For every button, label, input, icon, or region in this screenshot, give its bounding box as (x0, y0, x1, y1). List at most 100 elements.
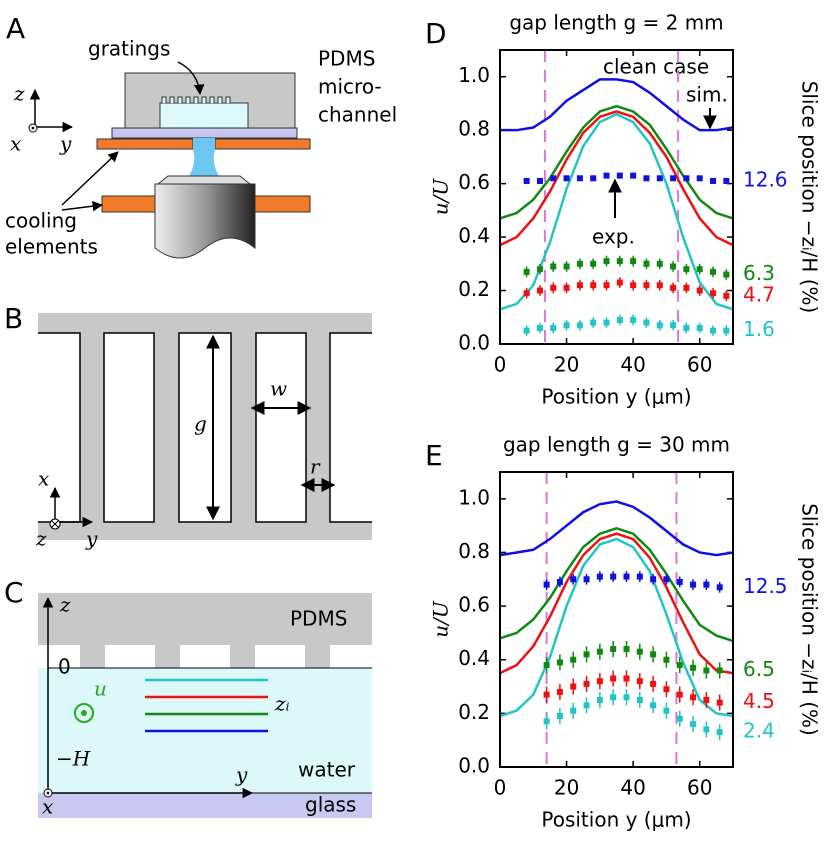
exp-point (623, 573, 630, 580)
exp-point (596, 678, 603, 685)
axis-out (31, 126, 35, 130)
exp-point (643, 260, 650, 267)
exp-point (603, 172, 610, 179)
x-tick-label: 40 (620, 776, 645, 800)
plot-frame (499, 471, 734, 768)
exp-point (576, 175, 583, 182)
exp-point (623, 694, 630, 701)
panel-label: C (4, 576, 24, 609)
exp-point (556, 578, 563, 585)
exp-point (536, 324, 543, 331)
y2-axis-label: Slice position −zᵢ/H (%) (798, 503, 822, 736)
exp-point (643, 175, 650, 182)
y-tick-label: 0.8 (458, 539, 490, 563)
exp-point (716, 584, 723, 591)
exp-point (670, 284, 677, 291)
exp-point (703, 726, 710, 733)
flow-symbol (74, 703, 94, 723)
exp-point (656, 282, 663, 289)
exp-point (710, 327, 717, 334)
sim-line (499, 110, 734, 247)
exp-point (603, 258, 610, 265)
axis-label: z (59, 593, 71, 617)
x-axis-label: Position y (μm) (541, 385, 691, 409)
exp-point (556, 713, 563, 720)
exp-point (610, 675, 617, 682)
exp-point (676, 715, 683, 722)
exp-point (650, 680, 657, 687)
exp-point (636, 648, 643, 655)
exp-point (716, 699, 723, 706)
slot (178, 332, 232, 523)
chart-title: gap length g = 2 mm (509, 11, 723, 35)
exp-point (683, 175, 690, 182)
slice-label: 4.5 (743, 689, 775, 713)
slice-label: 1.6 (743, 317, 775, 341)
exp-point (610, 646, 617, 652)
exp-point (716, 729, 723, 736)
exp-point (543, 691, 550, 698)
exp-point (550, 175, 557, 182)
exp-point (636, 573, 643, 580)
exp-point (670, 322, 677, 329)
slice-label: 12.5 (743, 574, 788, 598)
exp-point (616, 258, 623, 265)
exp-point (543, 718, 550, 725)
y-tick-label: 0.6 (458, 593, 490, 617)
exp-point (663, 686, 670, 693)
exp-point (550, 324, 557, 331)
slice-label: 4.7 (743, 282, 775, 306)
exp-point (690, 721, 697, 728)
exp-point (616, 316, 623, 323)
exp-point (576, 282, 583, 289)
panel-label: D (425, 17, 447, 50)
exp-point (523, 177, 530, 184)
level-label: 0 (58, 655, 71, 679)
exp-point (563, 175, 570, 182)
axis-in (51, 520, 59, 528)
exp-point (556, 688, 563, 695)
x-tick-label: 60 (687, 353, 712, 377)
dim-label: r (310, 455, 321, 479)
exp-point (616, 172, 623, 179)
exp-point (590, 175, 597, 182)
exp-point (563, 322, 570, 329)
label: elements (5, 235, 98, 259)
x-tick-label: 40 (620, 353, 645, 377)
exp-point (710, 290, 717, 297)
label: glass (305, 793, 356, 817)
exp-point (636, 696, 643, 703)
exp-point (716, 667, 723, 674)
exp-point (636, 678, 643, 685)
panel-label: E (425, 439, 443, 472)
exp-point (576, 260, 583, 267)
cooling-element (254, 195, 311, 213)
exp-point (523, 268, 530, 275)
exp-point (710, 177, 717, 184)
x-tick-label: 0 (494, 776, 507, 800)
exp-point (670, 175, 677, 182)
exp-point (536, 266, 543, 273)
exp-point (723, 292, 730, 299)
axis-out (46, 791, 50, 795)
slice-label: 6.3 (743, 261, 775, 285)
y-tick-label: 0.8 (458, 117, 490, 141)
annotation: clean case (603, 55, 709, 79)
flow-symbol (81, 710, 87, 716)
exp-point (723, 327, 730, 334)
sim-line (499, 500, 734, 557)
exp-point (550, 263, 557, 270)
panel-a: A z x y gratings PDMS micro- channel coo… (5, 12, 397, 259)
sim-line (499, 527, 734, 643)
y-axis-label: u/U (429, 178, 453, 216)
exp-point (690, 664, 697, 671)
exp-point (683, 284, 690, 291)
exp-point (570, 707, 577, 714)
exp-point (603, 319, 610, 326)
exp-point (683, 266, 690, 273)
exp-point (596, 648, 603, 655)
glass (38, 793, 372, 818)
exp-point (630, 258, 637, 265)
exp-point (576, 322, 583, 329)
axis-label: y (235, 763, 248, 787)
